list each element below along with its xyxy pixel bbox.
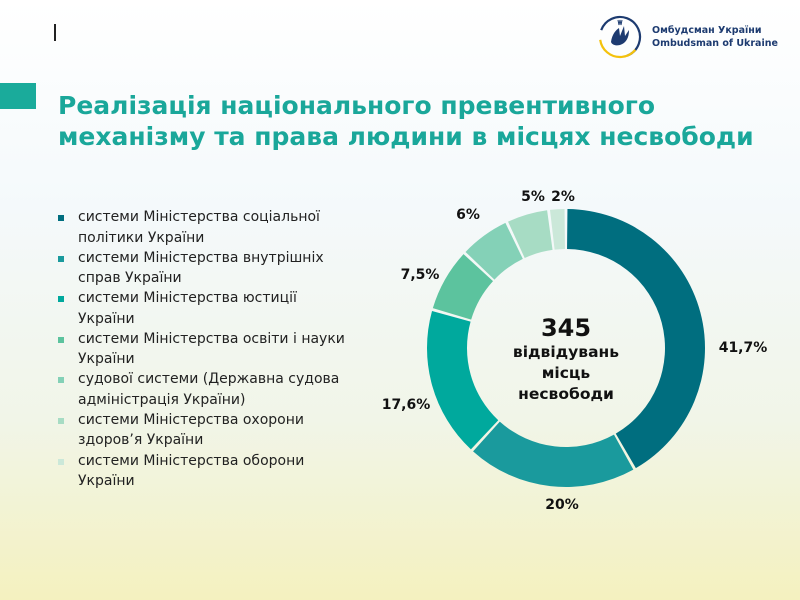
legend-label-line: системи Міністерства соціальної — [78, 209, 320, 225]
data-label: 7,5% — [401, 267, 440, 283]
legend-item: системи Міністерства охорони здоров’я Укр… — [58, 410, 378, 451]
legend-marker — [58, 255, 64, 262]
data-label: 2% — [551, 189, 575, 205]
donut-segment — [549, 209, 565, 250]
legend-label-line: судової системи (Державна судова — [78, 371, 340, 388]
donut-segment — [473, 421, 634, 487]
legend-marker — [58, 458, 64, 465]
legend-label-line: адміністрація України) — [78, 391, 246, 408]
ombudsman-logo: Омбудсман України Ombudsman of Ukraine — [596, 12, 796, 60]
title-accent-bar — [0, 83, 36, 109]
center-total-value: 345 — [540, 314, 592, 342]
page-title: Реалізація національного превентивного м… — [58, 91, 754, 151]
legend-label-line: України — [78, 473, 135, 490]
legend-label-line: системи Міністерства внутрішніх — [78, 249, 324, 266]
center-label-line-3: несвободи — [518, 385, 614, 403]
data-label: 5% — [521, 189, 545, 205]
legend-item: системи Міністерства юстиції України — [58, 288, 378, 329]
legend-item: системи Міністерства внутрішніх справ Укр… — [58, 248, 378, 289]
data-label: 20% — [545, 497, 579, 513]
legend-label-line: системи Міністерства охорони — [78, 411, 304, 428]
center-label-line-1: відвідувань — [512, 343, 620, 361]
donut-segment — [508, 210, 553, 259]
legend-marker — [58, 296, 64, 303]
data-label: 41,7% — [719, 340, 768, 356]
legend-label-line: системи Міністерства освіти і науки — [78, 330, 345, 347]
legend-marker — [58, 377, 64, 384]
data-label: 17,6% — [382, 397, 431, 413]
donut-segment — [567, 209, 706, 469]
legend-label-line: системи Міністерства юстиції — [78, 290, 297, 307]
legend-label-line: справ України — [78, 270, 182, 287]
data-label: 6% — [456, 207, 480, 223]
logo-text-ukrainian: Омбудсман України — [652, 25, 762, 36]
chart-legend: системи Міністерства соціальної політики … — [58, 207, 378, 491]
legend-label-line: України — [78, 351, 135, 368]
donut-segment — [465, 222, 523, 280]
legend-label-line: здоров’я України — [78, 432, 204, 449]
legend-marker — [58, 215, 64, 221]
legend-marker — [58, 417, 64, 424]
legend-item: системи Міністерства соціальної політики … — [58, 207, 378, 248]
legend-label-line: політики України — [78, 229, 205, 246]
ombudsman-emblem-icon — [598, 15, 642, 59]
center-label-line-2: місць — [541, 364, 591, 382]
slide-edge-mark — [54, 24, 56, 41]
legend-item: системи Міністерства освіти і науки Украї… — [58, 329, 378, 370]
legend-marker — [58, 336, 64, 343]
donut-segment — [432, 254, 494, 320]
legend-label-line: системи Міністерства оборони — [78, 452, 305, 469]
legend-item: судової системи (Державна судова адмініст… — [58, 369, 378, 410]
legend-item: системи Міністерства оборони України — [58, 451, 378, 492]
donut-segment — [426, 310, 499, 450]
logo-text-english: Ombudsman of Ukraine — [652, 38, 778, 49]
donut-center: 345 відвідувань місць несвободи — [466, 314, 666, 405]
legend-label-line: України — [78, 310, 135, 327]
